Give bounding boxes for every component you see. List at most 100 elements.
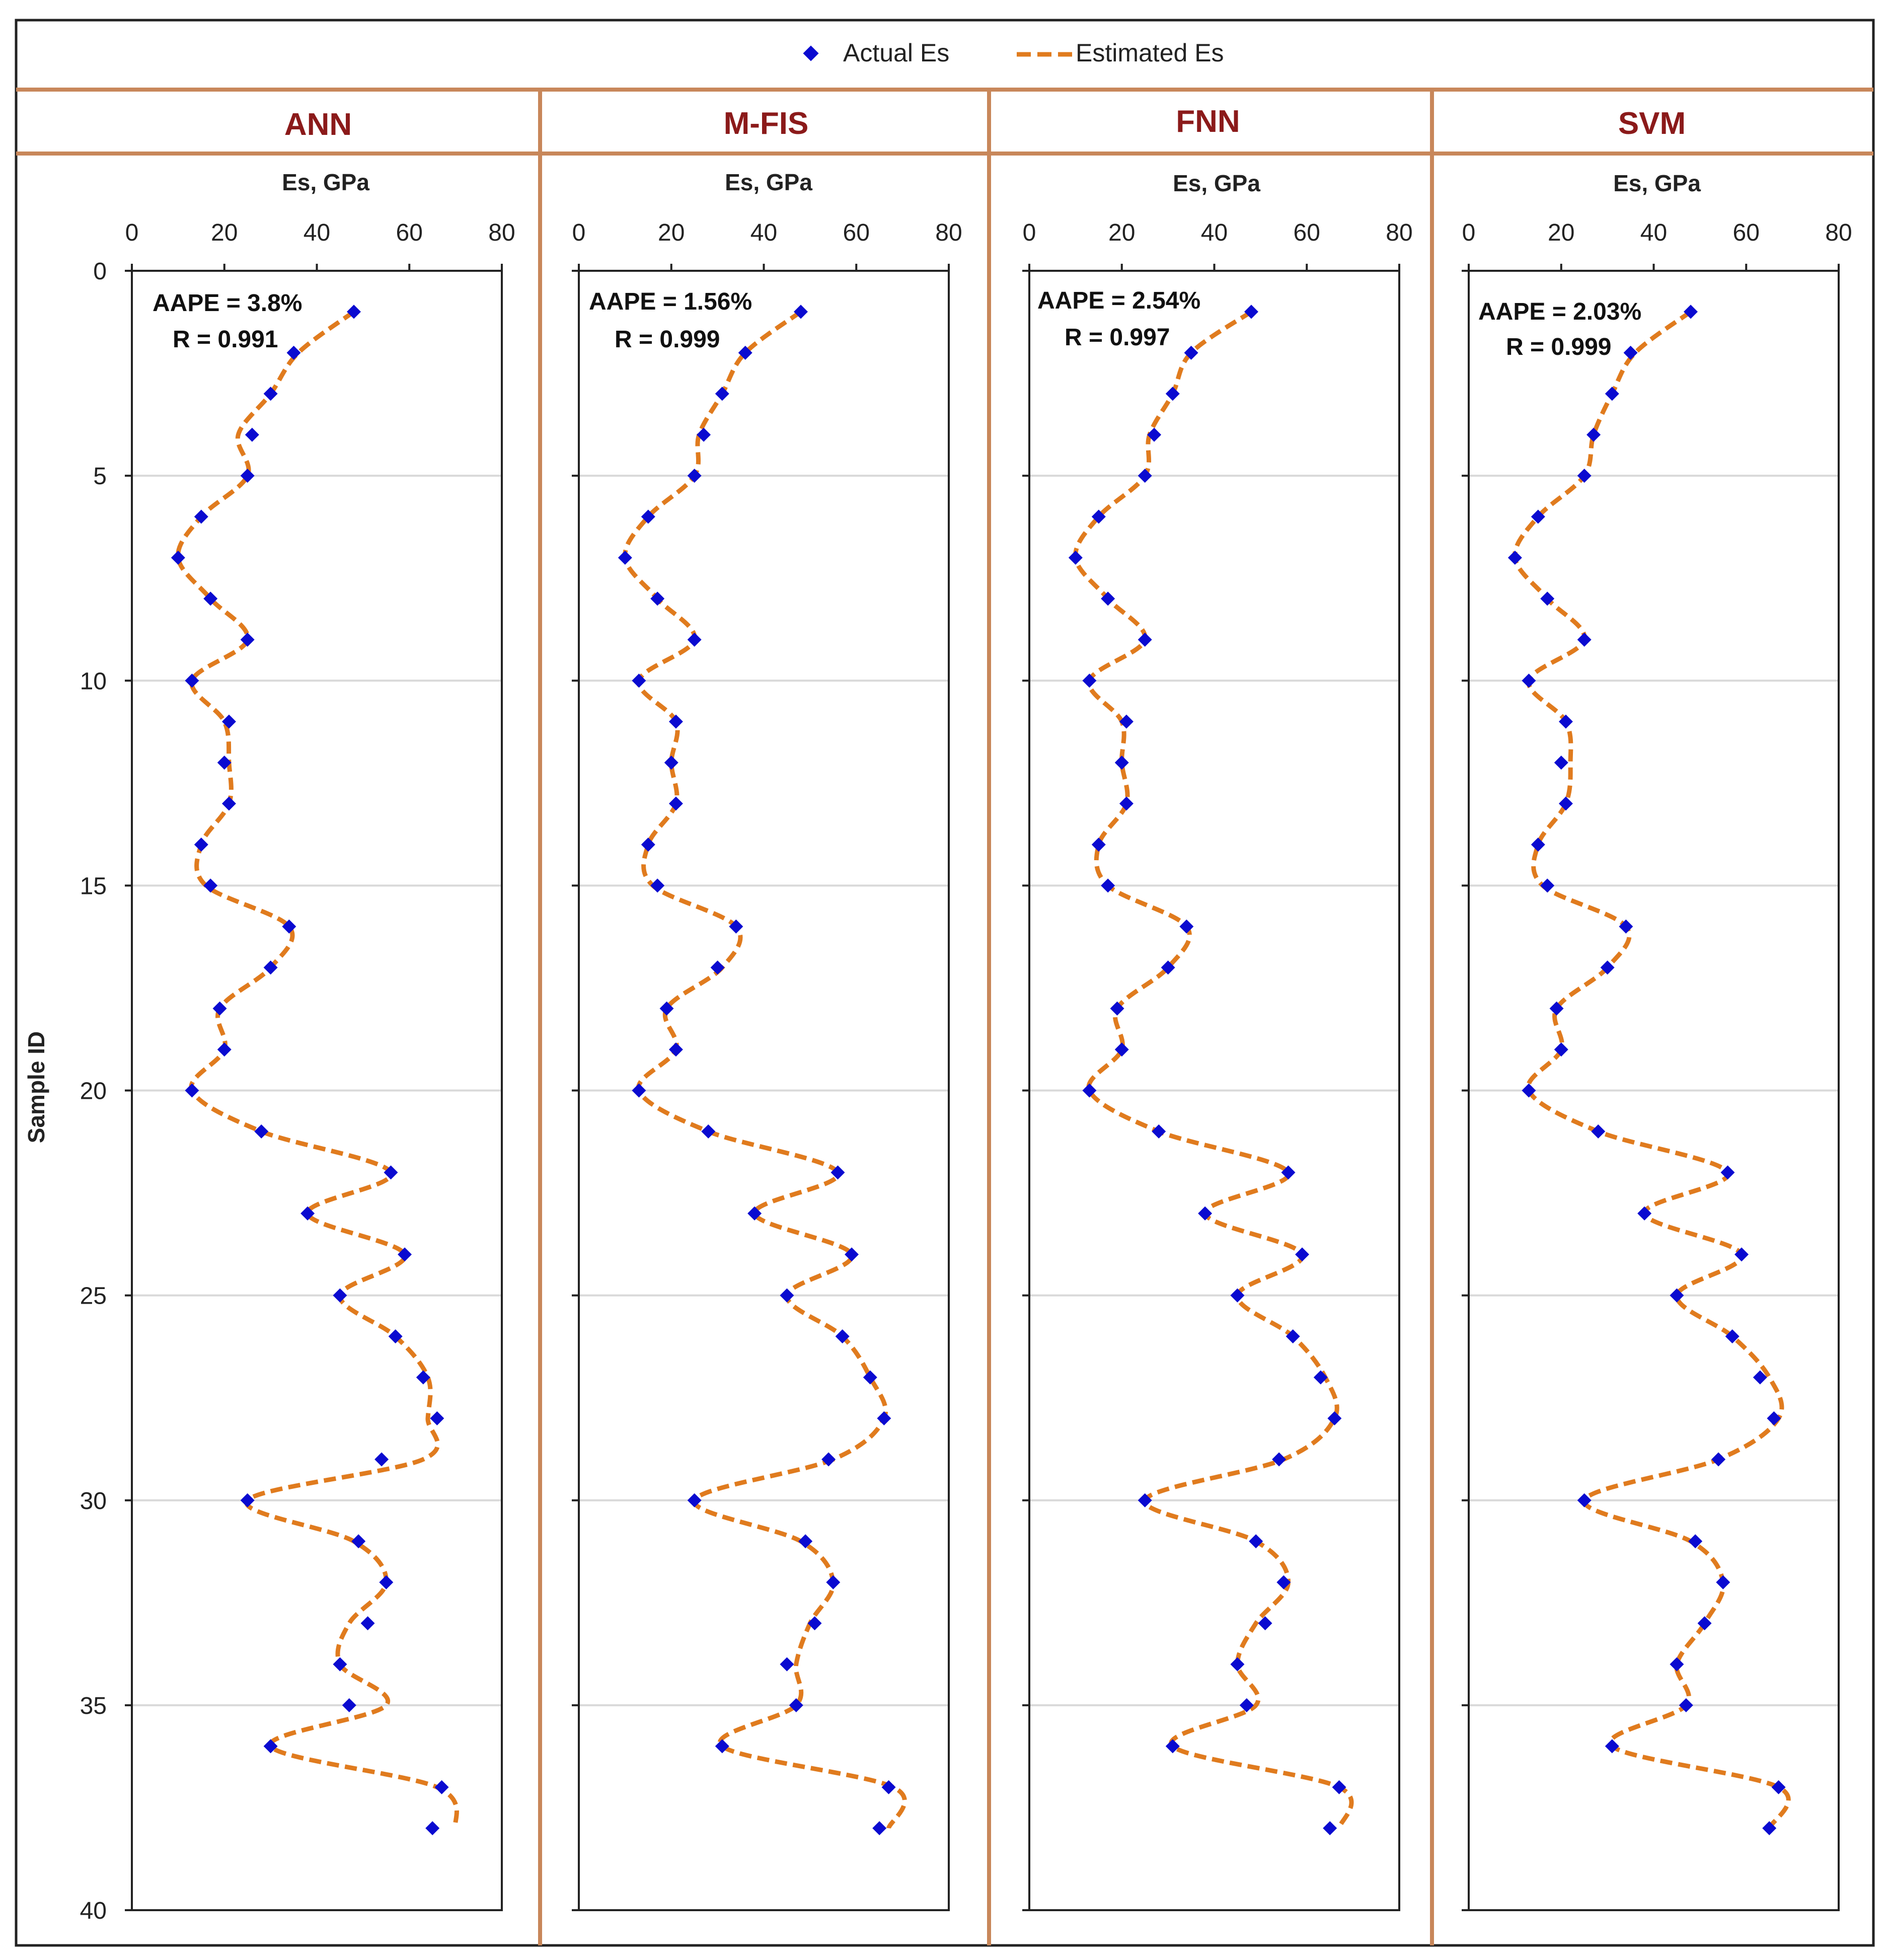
actual-point-ann <box>254 1124 269 1139</box>
x-tick-label-mfis: 20 <box>658 219 685 246</box>
x-axis-label-ann: Es, GPa <box>282 169 369 195</box>
actual-point-ann <box>240 632 255 647</box>
panel-title-svm: SVM <box>1618 106 1686 141</box>
actual-point-mfis <box>632 1083 646 1098</box>
actual-point-svm <box>1540 878 1555 893</box>
y-tick-label: 35 <box>80 1693 107 1719</box>
actual-point-fnn <box>1147 427 1162 442</box>
stats-aape-fnn: AAPE = 2.54% <box>1037 287 1200 314</box>
actual-point-svm <box>1577 469 1592 483</box>
actual-point-ann <box>217 756 232 770</box>
x-tick-label-mfis: 0 <box>572 219 586 246</box>
actual-point-svm <box>1540 591 1555 606</box>
actual-point-ann <box>240 469 255 483</box>
actual-point-fnn <box>1165 387 1180 401</box>
y-tick-label: 0 <box>93 258 107 285</box>
actual-point-ann <box>398 1247 412 1262</box>
legend-estimated-label: Estimated Es <box>1076 39 1224 67</box>
stats-r-mfis: R = 0.999 <box>615 326 720 353</box>
x-axis-label-mfis: Es, GPa <box>725 169 812 195</box>
x-axis-label-fnn: Es, GPa <box>1173 170 1260 196</box>
actual-point-mfis <box>697 427 711 442</box>
actual-point-svm <box>1522 1083 1536 1098</box>
actual-point-fnn <box>1110 1001 1124 1016</box>
actual-point-fnn <box>1281 1165 1296 1180</box>
actual-point-ann <box>221 714 236 729</box>
actual-point-ann <box>430 1411 444 1425</box>
actual-point-mfis <box>826 1575 841 1590</box>
actual-point-fnn <box>1091 837 1106 852</box>
actual-point-svm <box>1507 550 1522 565</box>
actual-point-ann <box>388 1329 403 1344</box>
x-tick-label-mfis: 80 <box>935 219 962 246</box>
actual-point-svm <box>1725 1329 1740 1344</box>
actual-point-svm <box>1734 1247 1749 1262</box>
actual-point-ann <box>425 1821 440 1836</box>
stats-aape-ann: AAPE = 3.8% <box>153 290 302 317</box>
actual-point-fnn <box>1230 1657 1245 1672</box>
actual-point-mfis <box>789 1698 803 1712</box>
actual-point-svm <box>1522 673 1536 688</box>
actual-point-mfis <box>668 796 683 811</box>
actual-point-svm <box>1679 1698 1693 1712</box>
legend-actual-label: Actual Es <box>843 39 949 67</box>
actual-point-mfis <box>729 919 743 934</box>
x-axis-label-svm: Es, GPa <box>1613 170 1701 196</box>
actual-point-mfis <box>664 756 678 770</box>
actual-point-fnn <box>1068 550 1083 565</box>
x-tick-label-ann: 80 <box>488 219 515 246</box>
actual-point-fnn <box>1272 1452 1287 1467</box>
x-tick-label-ann: 40 <box>304 219 330 246</box>
actual-point-ann <box>416 1370 430 1385</box>
actual-point-fnn <box>1332 1780 1346 1794</box>
actual-point-fnn <box>1119 714 1134 729</box>
actual-point-ann <box>221 796 236 811</box>
actual-point-fnn <box>1138 1493 1152 1507</box>
actual-point-svm <box>1587 427 1601 442</box>
actual-point-ann <box>286 345 301 360</box>
actual-point-fnn <box>1114 756 1129 770</box>
actual-point-mfis <box>687 632 702 647</box>
actual-point-svm <box>1623 345 1638 360</box>
panel-fnn: 0 20 40 60 80 <box>1022 219 1413 1911</box>
actual-point-svm <box>1684 305 1698 319</box>
actual-point-svm <box>1554 1042 1568 1057</box>
plot-areas: 0 20 40 60 80 0 5 10 15 20 25 30 35 40 0 20 40 60 80 0 20 40 6… <box>80 219 1852 1924</box>
actual-point-mfis <box>794 305 808 319</box>
stats-r-ann: R = 0.991 <box>173 326 278 353</box>
x-tick-label-svm: 60 <box>1733 219 1760 246</box>
actual-point-mfis <box>835 1329 850 1344</box>
actual-point-svm <box>1605 387 1619 401</box>
actual-point-svm <box>1670 1288 1684 1303</box>
actual-point-fnn <box>1114 1042 1129 1057</box>
actual-point-mfis <box>650 591 665 606</box>
x-tick-label-svm: 40 <box>1640 219 1667 246</box>
actual-point-fnn <box>1161 960 1175 975</box>
actual-point-mfis <box>641 509 655 524</box>
actual-point-ann <box>384 1165 398 1180</box>
actual-point-ann <box>185 673 199 688</box>
actual-point-ann <box>434 1780 449 1794</box>
actual-point-svm <box>1670 1657 1684 1672</box>
panel-svm: 0 20 40 60 80 <box>1462 219 1852 1911</box>
actual-point-fnn <box>1249 1534 1263 1549</box>
actual-point-svm <box>1600 960 1615 975</box>
actual-point-mfis <box>877 1411 891 1425</box>
actual-point-mfis <box>668 1042 683 1057</box>
actual-point-fnn <box>1198 1206 1213 1221</box>
actual-point-mfis <box>659 1001 674 1016</box>
actual-point-ann <box>333 1657 347 1672</box>
x-tick-label-ann: 60 <box>396 219 423 246</box>
actual-point-fnn <box>1101 878 1115 893</box>
actual-point-mfis <box>845 1247 859 1262</box>
x-tick-label-svm: 20 <box>1548 219 1574 246</box>
actual-point-mfis <box>650 878 665 893</box>
actual-point-mfis <box>872 1821 887 1836</box>
actual-point-fnn <box>1101 591 1115 606</box>
actual-point-svm <box>1697 1616 1712 1631</box>
actual-point-svm <box>1762 1821 1777 1836</box>
actual-point-svm <box>1591 1124 1606 1139</box>
actual-point-svm <box>1531 837 1545 852</box>
actual-point-mfis <box>715 387 729 401</box>
y-tick-label: 10 <box>80 668 107 695</box>
